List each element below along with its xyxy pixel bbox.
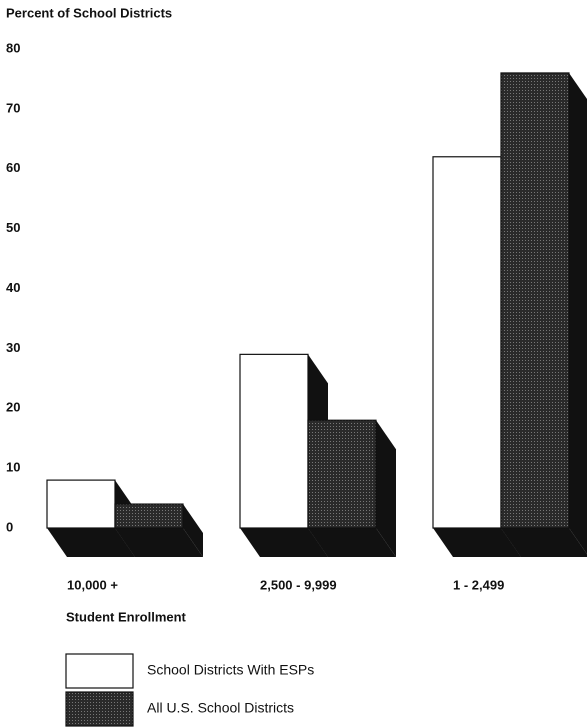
- y-tick-label: 60: [6, 160, 20, 175]
- y-tick-label: 20: [6, 400, 20, 415]
- legend-label: All U.S. School Districts: [147, 700, 294, 716]
- y-tick-label: 30: [6, 340, 20, 355]
- bar-side: [569, 72, 587, 555]
- y-tick-label: 80: [6, 40, 20, 55]
- bar: [114, 503, 184, 529]
- bar-floor: [501, 528, 587, 557]
- bar-floor: [240, 528, 328, 557]
- legend-label: School Districts With ESPs: [147, 662, 314, 678]
- x-tick-label: 2,500 - 9,999: [260, 577, 337, 592]
- bar: [46, 479, 116, 529]
- bar-floor: [308, 528, 396, 557]
- bar: [432, 156, 502, 529]
- y-tick-label: 10: [6, 460, 20, 475]
- bar-side: [376, 420, 396, 557]
- bar: [239, 353, 309, 529]
- bar: [500, 72, 570, 529]
- bar-floor: [47, 528, 135, 557]
- legend-swatch: [65, 653, 134, 689]
- x-axis-label: Student Enrollment: [66, 609, 187, 624]
- chart-title: Percent of School Districts: [6, 5, 172, 20]
- y-tick-label: 70: [6, 100, 20, 115]
- bar-side: [183, 504, 203, 557]
- bar-floor: [115, 528, 203, 557]
- x-tick-label: 10,000 +: [67, 577, 118, 592]
- bar: [307, 419, 377, 529]
- legend-swatch: [65, 691, 134, 727]
- y-tick-label: 0: [6, 519, 13, 534]
- y-tick-label: 50: [6, 220, 20, 235]
- bar-floor: [433, 528, 521, 557]
- y-tick-label: 40: [6, 280, 20, 295]
- x-tick-label: 1 - 2,499: [453, 577, 504, 592]
